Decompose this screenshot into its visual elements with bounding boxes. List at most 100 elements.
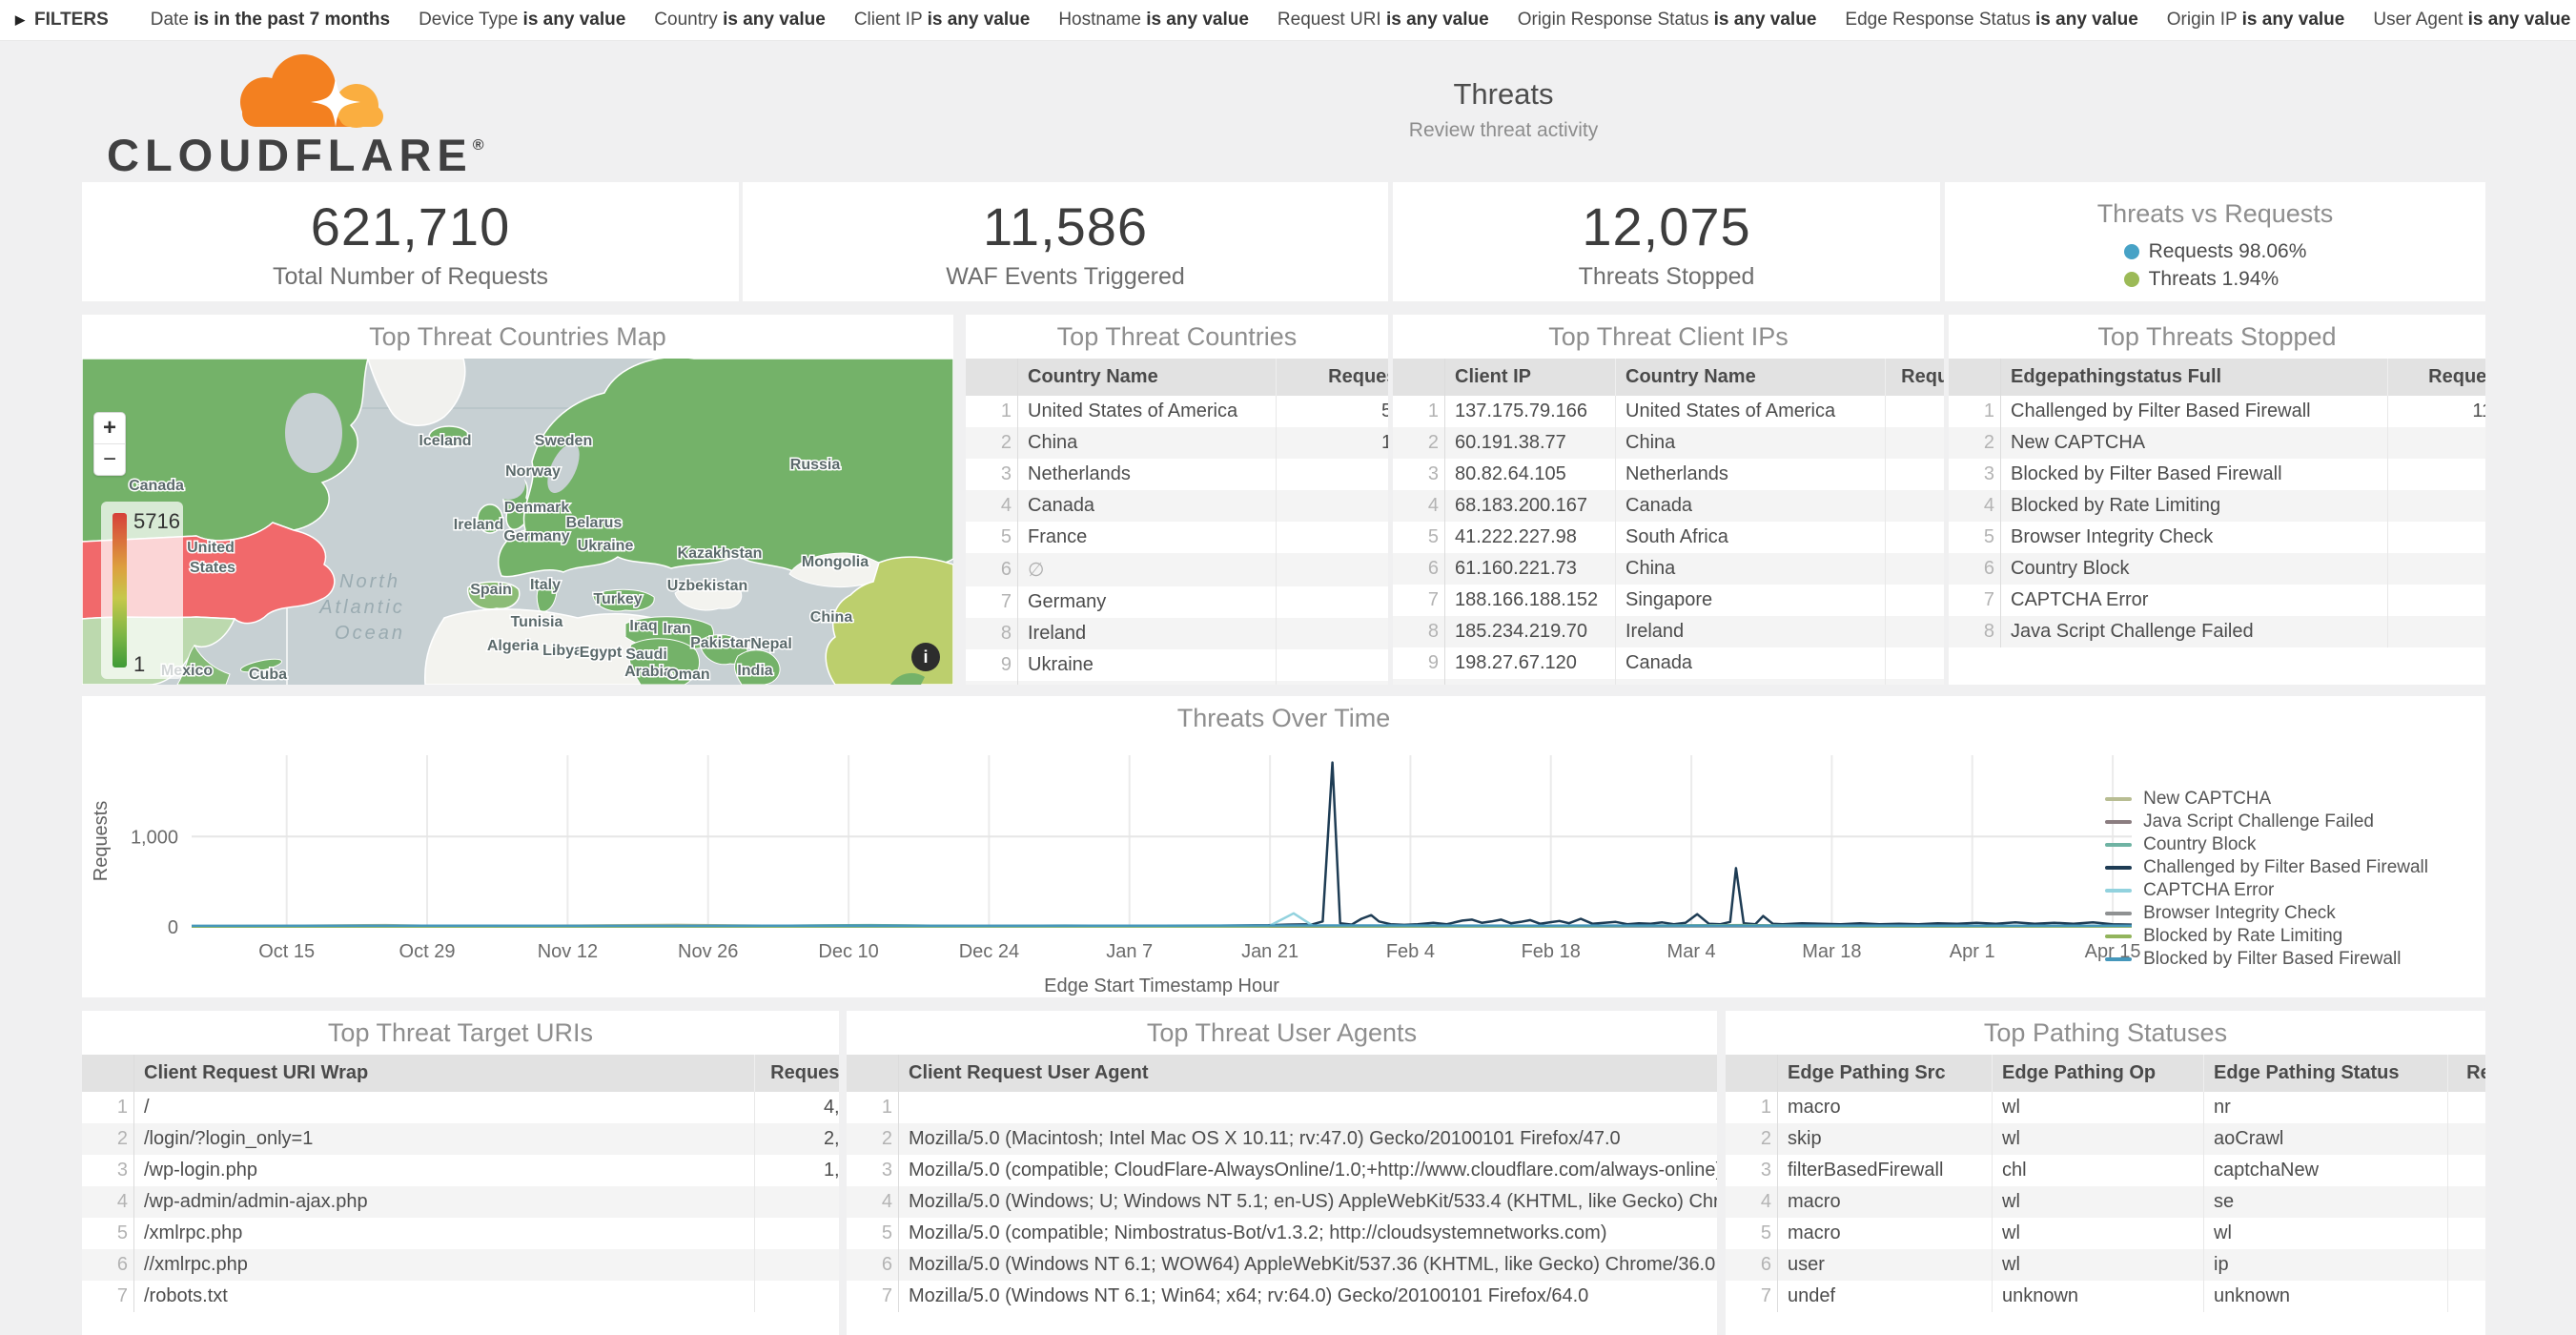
top-threats-stopped-panel: Top Threats Stopped Edgepathingstatus Fu… (1949, 315, 2485, 685)
cell: 169 (1276, 649, 1388, 681)
cell: 61.160.221.73 (1444, 553, 1616, 585)
row-index: 6 (1393, 553, 1445, 585)
chart-legend-item[interactable]: CAPTCHA Error (2105, 879, 2428, 902)
cell: 198.27.67.120 (1444, 647, 1616, 679)
threats-over-time-chart[interactable]: Oct 15 Oct 29 Nov 12 Nov 26 Dec 10 Dec 24 Jan … (82, 740, 2485, 997)
cell: macro (1777, 1186, 1993, 1218)
table-row[interactable]: 7 Mozilla/5.0 (Windows NT 6.1; Win64; x64… (847, 1281, 1717, 1312)
map-label-canada: Canada (129, 478, 184, 494)
row-index: 6 (82, 1249, 134, 1281)
map-zoom-out-button[interactable]: − (102, 446, 116, 472)
table-row[interactable]: 3Netherlands795 (966, 459, 1388, 490)
table-row[interactable]: 4macrowlse6,734 (1726, 1186, 2485, 1218)
row-index: 5 (847, 1218, 899, 1249)
filter-chip-origin-response-status[interactable]: Origin Response Status is any value (1517, 10, 1817, 30)
table-row[interactable]: 380.82.64.105Netherlands637 (1393, 459, 1944, 490)
filter-chip-date[interactable]: Date is in the past 7 months (150, 10, 391, 30)
cell: Blocked by Rate Limiting (2000, 490, 2388, 522)
table-row[interactable]: 1061.160.247.127China88 (1393, 679, 1944, 685)
table-row[interactable]: 6userwlip2,107 (1726, 1249, 2485, 1281)
map-info-icon[interactable]: i (911, 643, 940, 671)
filter-chip-device-type[interactable]: Device Type is any value (419, 10, 626, 30)
table-row[interactable]: 4 Mozilla/5.0 (Windows; U; Windows NT 5.1… (847, 1186, 1717, 1218)
chart-legend-item[interactable]: Blocked by Rate Limiting (2105, 925, 2428, 948)
table-row[interactable]: 2 Mozilla/5.0 (Macintosh; Intel Mac OS X … (847, 1123, 1717, 1155)
filter-chip-client-ip[interactable]: Client IP is any value (853, 10, 1031, 30)
table-row[interactable]: 3 Mozilla/5.0 (compatible; CloudFlare-Alw… (847, 1155, 1717, 1186)
table-row[interactable]: 260.191.38.77China977 (1393, 427, 1944, 459)
filter-chip-user-agent[interactable]: User Agent is any value (2373, 10, 2571, 30)
table-row[interactable]: 5France497 (966, 522, 1388, 553)
filter-chip-hostname[interactable]: Hostname is any value (1058, 10, 1249, 30)
chart-legend-item[interactable]: Java Script Challenge Failed (2105, 811, 2428, 833)
filter-chip-origin-ip[interactable]: Origin IP is any value (2166, 10, 2345, 30)
table-row[interactable]: 4/wp-admin/admin-ajax.php278 (82, 1186, 839, 1218)
table-row[interactable]: 7Germany330 (966, 586, 1388, 618)
stat-total-requests: 621,710 Total Number of Requests (82, 182, 739, 301)
cell: 331 (1276, 553, 1388, 586)
table-row[interactable]: 661.160.221.73China144 (1393, 553, 1944, 585)
map-zoom-in-button[interactable]: + (94, 413, 125, 444)
column-header[interactable]: Requests ∨ (1276, 359, 1388, 396)
column-header[interactable]: Requests ∨ (1885, 359, 1944, 396)
stats-row: 621,710 Total Number of Requests 11,586 … (82, 182, 2485, 301)
chart-legend-item[interactable]: Challenged by Filter Based Firewall (2105, 856, 2428, 879)
world-map[interactable]: Canada United States Mexico Cuba North Atlanti… (82, 359, 953, 685)
table-row[interactable]: 2skipwlaoCrawl37,834 (1726, 1123, 2485, 1155)
chart-legend-item[interactable]: Country Block (2105, 833, 2428, 856)
table-row[interactable]: 1macrowlnr554,758 (1726, 1092, 2485, 1123)
table-row[interactable]: 2China1,514 (966, 427, 1388, 459)
filter-chip-country[interactable]: Country is any value (654, 10, 826, 30)
table-row[interactable]: 3filterBasedFirewallchlcaptchaNew11,467 (1726, 1155, 2485, 1186)
x-tick-label: Jan 21 (1241, 941, 1298, 962)
filter-chip-request-uri[interactable]: Request URI is any value (1277, 10, 1489, 30)
table-row[interactable]: 7/robots.txt90 (82, 1281, 839, 1312)
chart-legend-item[interactable]: Blocked by Filter Based Firewall (2105, 948, 2428, 971)
table-row[interactable]: 7undefunknownunknown1,168 (1726, 1281, 2485, 1312)
table-row[interactable]: 5 Mozilla/5.0 (compatible; Nimbostratus-B… (847, 1218, 1717, 1249)
table-row[interactable]: 9Ukraine169 (966, 649, 1388, 681)
cell: 61.160.247.127 (1444, 679, 1616, 685)
filter-chip-edge-response-status[interactable]: Edge Response Status is any value (1845, 10, 2138, 30)
cell: Netherlands (1017, 459, 1277, 490)
table-row[interactable]: 5/xmlrpc.php226 (82, 1218, 839, 1249)
table-row[interactable]: 8Ireland181 (966, 618, 1388, 649)
x-tick-label: Apr 15 (2085, 941, 2141, 962)
chart-legend-item[interactable]: New CAPTCHA (2105, 788, 2428, 811)
table-row[interactable]: 1/4,341 (82, 1092, 839, 1123)
cell: 2 (2387, 616, 2485, 647)
cloudflare-cloud-icon: CLOUDFLARE® (107, 54, 484, 180)
cell: 79 (2387, 490, 2485, 522)
cell: Ireland (1615, 616, 1886, 647)
column-header[interactable]: Requests ∨ (2387, 359, 2485, 396)
top-threat-user-agents-table-container: Client Request User Agent 1 2 Mozilla/5.0 (… (847, 1055, 1717, 1312)
table-row[interactable]: 2/login/?login_only=12,992 (82, 1123, 839, 1155)
table-row[interactable]: 10Singapore158 (966, 681, 1388, 685)
filters-toggle[interactable]: ▶ FILTERS (15, 10, 109, 31)
table-row[interactable]: 6 Mozilla/5.0 (Windows NT 6.1; WOW64) App… (847, 1249, 1717, 1281)
chart-legend-item[interactable]: Browser Integrity Check (2105, 902, 2428, 925)
column-header[interactable]: Requests ∨ (754, 1055, 839, 1092)
table-row[interactable]: 468.183.200.167Canada237 (1393, 490, 1944, 522)
table-row[interactable]: 6∅331 (966, 553, 1388, 586)
table-row[interactable]: 4Canada560 (966, 490, 1388, 522)
column-header[interactable]: Requests ∨ (2447, 1055, 2485, 1092)
table-row[interactable]: 6//xmlrpc.php133 (82, 1249, 839, 1281)
table-row[interactable]: 1 (847, 1092, 1717, 1123)
